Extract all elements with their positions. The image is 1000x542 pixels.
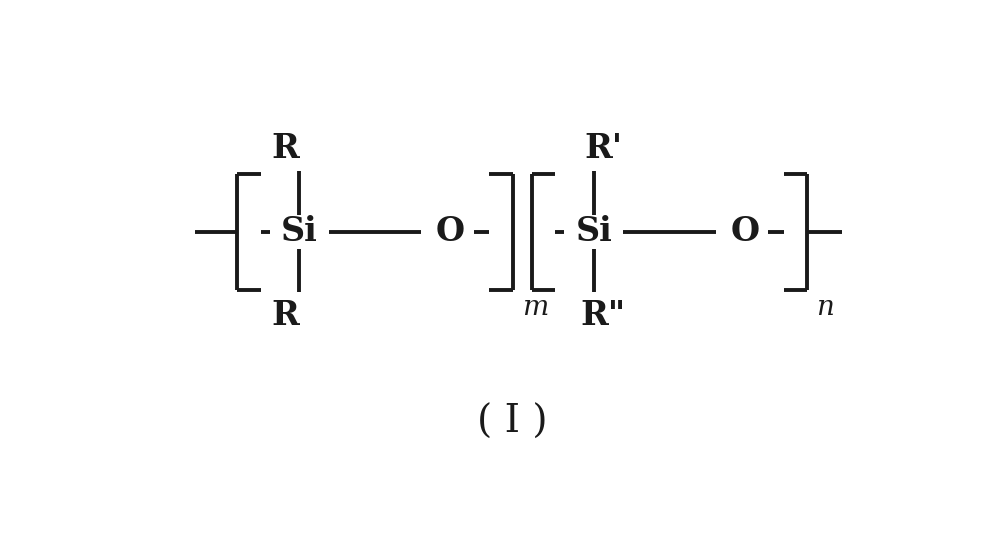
Text: n: n [816,294,834,321]
Text: Si: Si [281,216,318,248]
Text: O: O [436,216,465,248]
Text: Si: Si [575,216,612,248]
Text: ( I ): ( I ) [477,404,548,441]
Text: O: O [730,216,760,248]
Text: R': R' [584,132,622,165]
Text: m: m [522,294,548,321]
Text: R": R" [581,299,626,332]
Text: R: R [271,132,299,165]
Text: R: R [271,299,299,332]
